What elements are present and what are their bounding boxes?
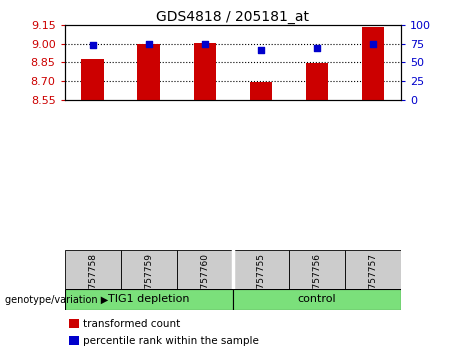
Text: GSM757757: GSM757757 bbox=[368, 253, 378, 308]
Bar bbox=[65, 289, 233, 310]
Bar bbox=[121, 250, 177, 289]
Bar bbox=[177, 250, 233, 289]
Text: percentile rank within the sample: percentile rank within the sample bbox=[83, 336, 259, 346]
Bar bbox=[137, 44, 160, 100]
Bar bbox=[289, 250, 345, 289]
Point bbox=[369, 41, 377, 47]
Title: GDS4818 / 205181_at: GDS4818 / 205181_at bbox=[156, 10, 309, 24]
Text: GSM757755: GSM757755 bbox=[256, 253, 266, 308]
Text: GSM757760: GSM757760 bbox=[200, 253, 209, 308]
Bar bbox=[306, 63, 328, 100]
Bar bbox=[82, 59, 104, 100]
Text: genotype/variation ▶: genotype/variation ▶ bbox=[5, 295, 108, 305]
Bar bbox=[233, 289, 401, 310]
Point bbox=[257, 47, 265, 52]
Point bbox=[145, 41, 152, 47]
Bar bbox=[194, 43, 216, 100]
Bar bbox=[65, 250, 121, 289]
Point bbox=[89, 42, 96, 48]
Point bbox=[313, 45, 321, 51]
Text: GSM757759: GSM757759 bbox=[144, 253, 153, 308]
Text: control: control bbox=[298, 294, 336, 304]
Bar bbox=[345, 250, 401, 289]
Text: transformed count: transformed count bbox=[83, 319, 180, 329]
Text: GSM757758: GSM757758 bbox=[88, 253, 97, 308]
Bar bbox=[233, 250, 289, 289]
Text: GSM757756: GSM757756 bbox=[313, 253, 321, 308]
Point bbox=[201, 41, 208, 47]
Bar bbox=[362, 27, 384, 100]
Text: TIG1 depletion: TIG1 depletion bbox=[108, 294, 189, 304]
Bar bbox=[250, 82, 272, 100]
